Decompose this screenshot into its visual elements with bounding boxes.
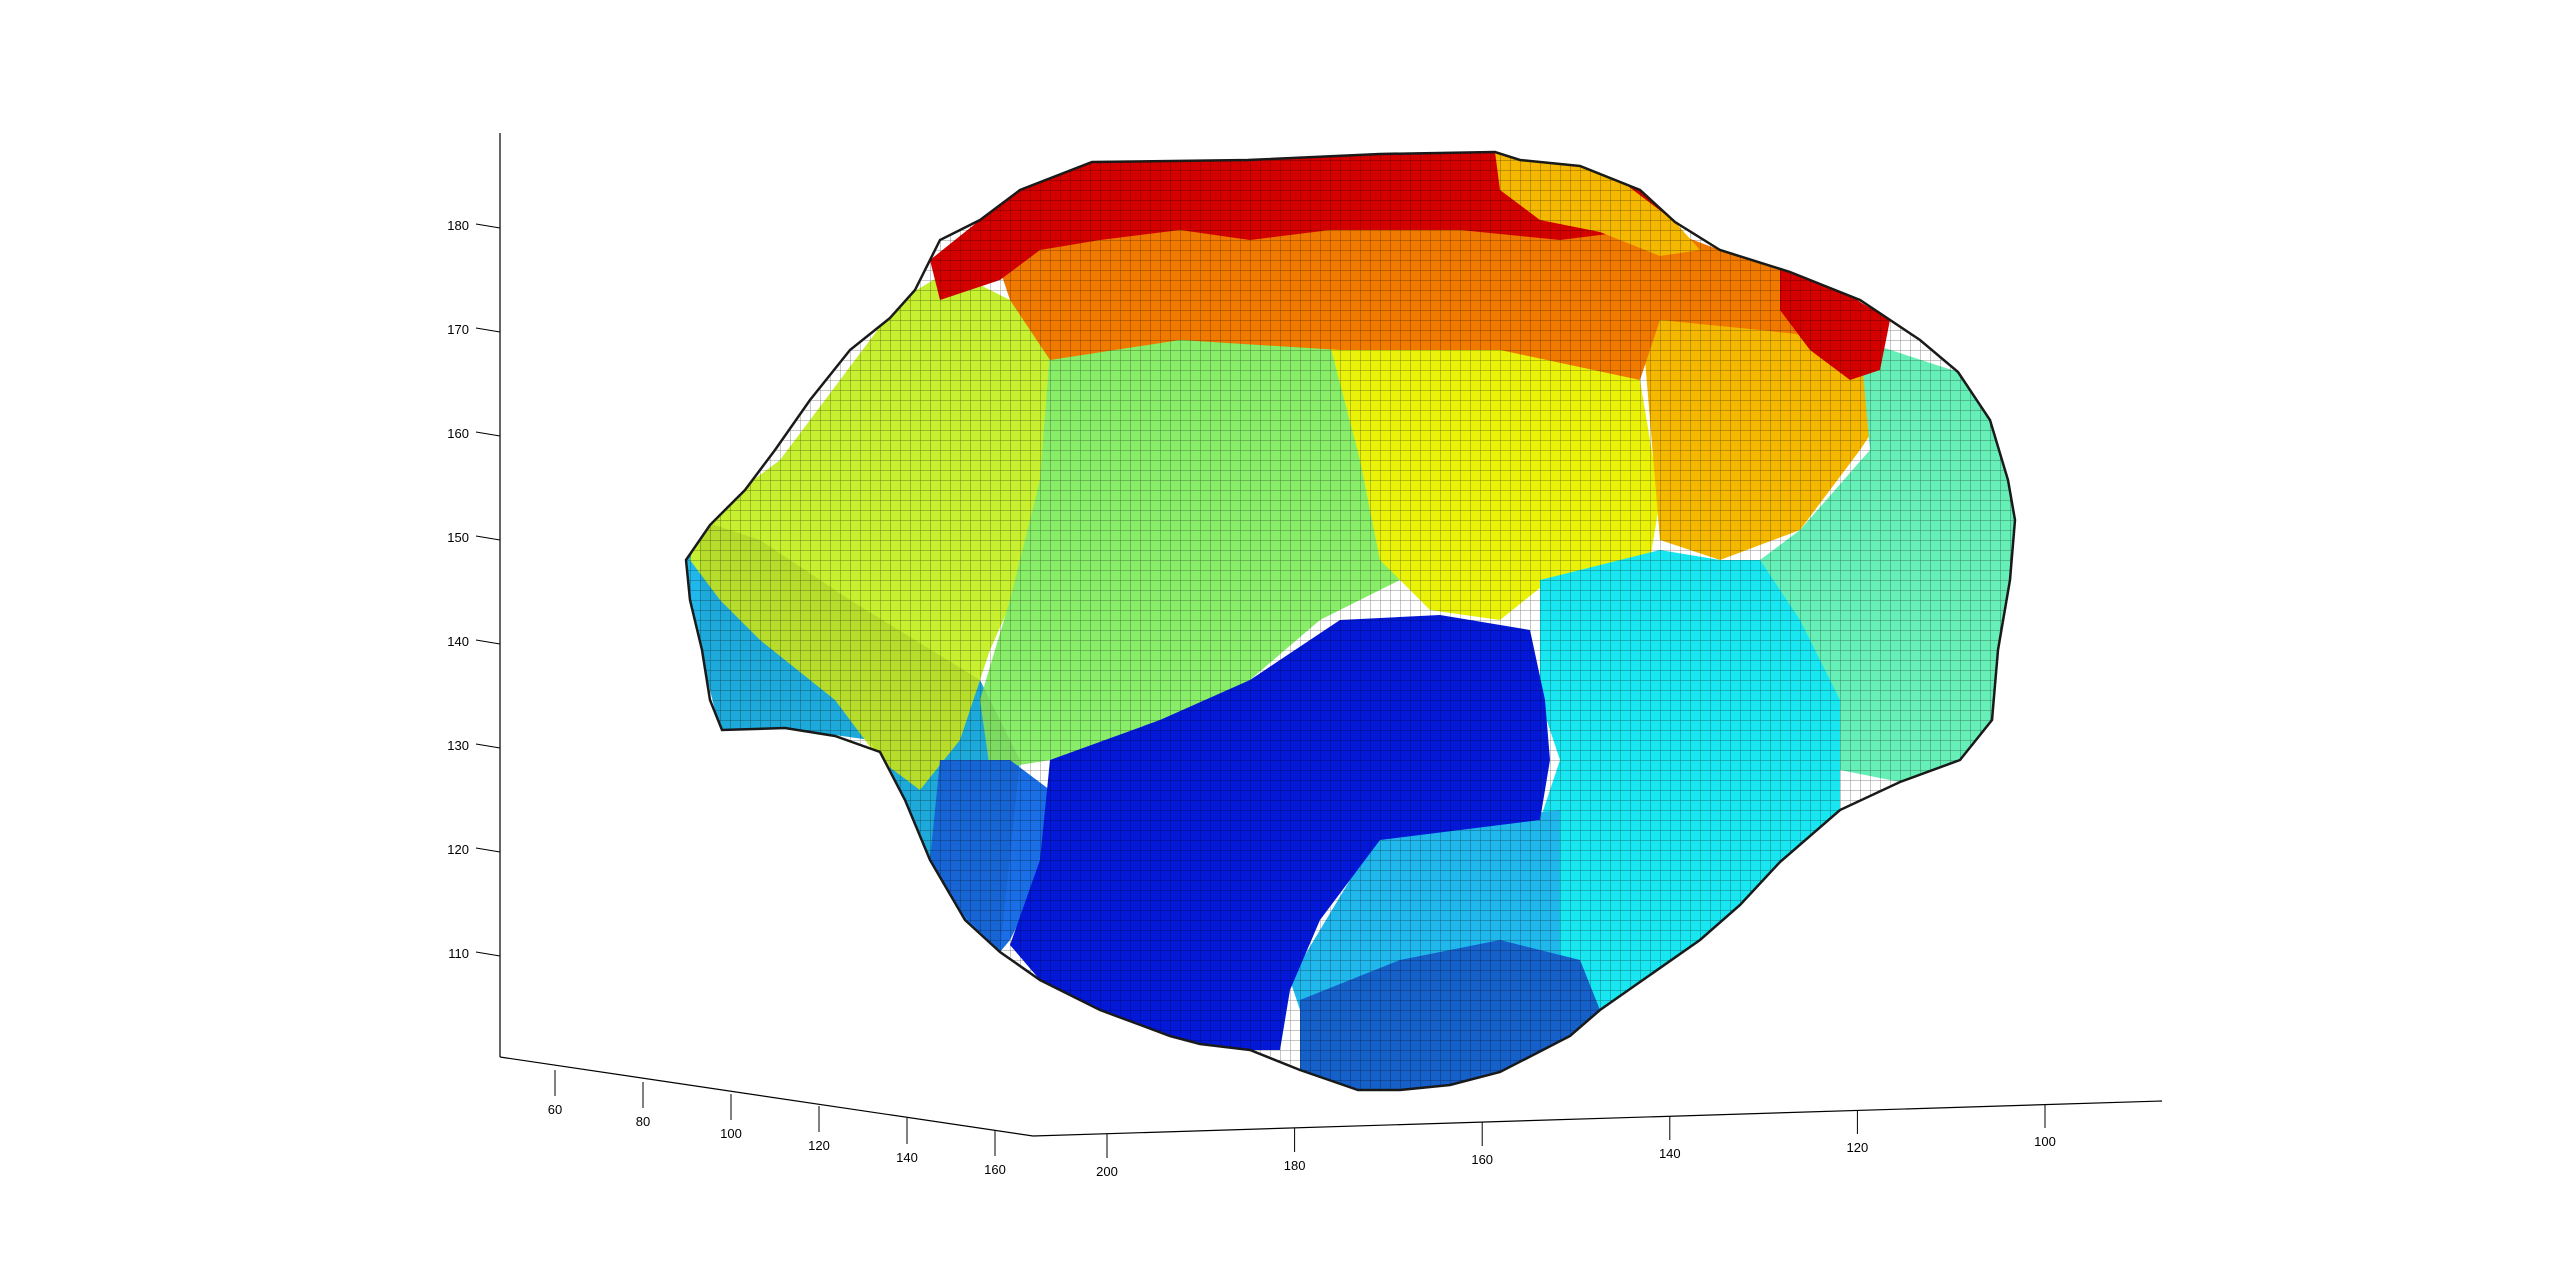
left-floor-tick-label: 140 [896,1150,918,1165]
voxel-surface-outline [684,150,2017,1092]
left-floor-tick-label: 60 [548,1102,562,1117]
left-floor-tick-label: 80 [636,1114,650,1129]
z-tick-label: 140 [447,634,469,649]
z-tick [475,535,501,541]
right-floor-tick-label: 160 [1471,1152,1493,1167]
right-floor-tick-label: 200 [1096,1164,1118,1179]
right-floor-axis-line [1032,1100,2163,1137]
z-tick [475,639,501,645]
z-tick-label: 120 [447,842,469,857]
z-tick [475,743,501,749]
left-floor-tick-label: 100 [720,1126,742,1141]
left-floor-tick-label: 120 [808,1138,830,1153]
z-tick [475,223,501,229]
left-floor-axis-line [499,1056,1034,1137]
voxel-surface [686,152,2015,1090]
z-tick-label: 180 [447,218,469,233]
z-tick-label: 130 [447,738,469,753]
right-floor-tick-label: 140 [1659,1146,1681,1161]
left-floor-tick-label: 160 [984,1162,1006,1177]
shade-bottom [1300,940,1600,1090]
z-tick-label: 170 [447,322,469,337]
z-tick-label: 160 [447,426,469,441]
right-floor-tick-label: 180 [1284,1158,1306,1173]
right-floor-tick-label: 100 [2034,1134,2056,1149]
tick-labels: 110 120 130 140 150 160 170 180 60 80 100 120 140 160… [447,218,2056,1179]
right-floor-tick-label: 120 [1847,1140,1869,1155]
z-tick [475,431,501,437]
z-tick-label: 110 [448,946,469,961]
z-tick [475,847,501,853]
z-tick [475,327,501,333]
z-tick-label: 150 [447,530,469,545]
z-tick [475,951,501,957]
shade-left [700,520,1020,952]
axes [475,133,2163,1158]
